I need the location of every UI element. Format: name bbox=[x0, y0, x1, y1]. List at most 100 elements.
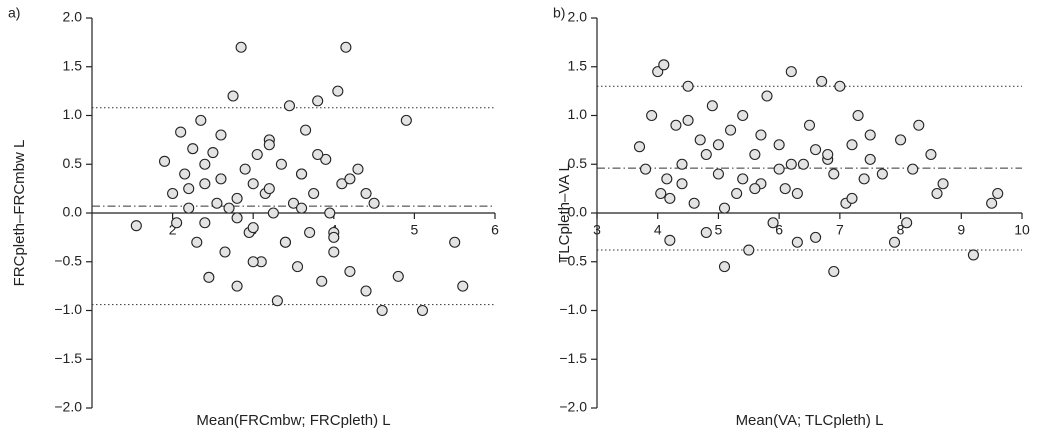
point bbox=[767, 217, 779, 229]
panel-label: a) bbox=[8, 5, 20, 21]
point bbox=[852, 109, 864, 122]
point bbox=[328, 231, 340, 243]
point bbox=[304, 226, 316, 239]
point bbox=[416, 304, 429, 317]
point bbox=[227, 90, 239, 102]
point bbox=[737, 173, 749, 185]
point bbox=[340, 41, 352, 53]
point bbox=[320, 153, 332, 165]
point bbox=[937, 178, 949, 190]
point bbox=[352, 163, 364, 175]
point bbox=[725, 124, 737, 136]
point bbox=[195, 114, 207, 126]
point bbox=[913, 119, 925, 131]
point bbox=[791, 236, 803, 248]
point bbox=[392, 270, 404, 282]
y-tick-label: 0.0 bbox=[568, 204, 588, 220]
point bbox=[967, 249, 979, 261]
point bbox=[296, 202, 308, 214]
point bbox=[223, 202, 235, 214]
point bbox=[773, 139, 785, 151]
point bbox=[179, 168, 191, 180]
point bbox=[231, 212, 243, 224]
point bbox=[828, 168, 840, 180]
x-tick-label: 3 bbox=[593, 222, 601, 238]
point bbox=[688, 197, 700, 209]
point bbox=[457, 280, 469, 292]
point bbox=[670, 119, 682, 131]
y-tick-label: 2.0 bbox=[568, 9, 588, 25]
point bbox=[791, 187, 803, 200]
point bbox=[700, 226, 712, 239]
y-tick-label: −2.0 bbox=[54, 399, 82, 415]
point bbox=[712, 139, 724, 151]
x-axis-label: Mean(VA; TLCpleth) L bbox=[736, 412, 884, 429]
point bbox=[749, 183, 761, 195]
point bbox=[239, 163, 251, 175]
point bbox=[655, 187, 667, 200]
point bbox=[312, 148, 324, 161]
point bbox=[263, 139, 275, 151]
x-tick-label: 4 bbox=[654, 222, 662, 238]
y-axis-label: TLCpleth–VA L bbox=[556, 163, 573, 263]
y-tick-label: 2.0 bbox=[63, 9, 83, 25]
point bbox=[344, 173, 356, 185]
point bbox=[287, 197, 300, 209]
point bbox=[876, 168, 888, 180]
point bbox=[652, 66, 664, 78]
point bbox=[247, 222, 259, 234]
point bbox=[785, 158, 797, 170]
point bbox=[633, 141, 646, 153]
panel-label: b) bbox=[553, 5, 565, 21]
point bbox=[211, 197, 223, 209]
point bbox=[219, 246, 231, 258]
point bbox=[324, 207, 336, 219]
point bbox=[308, 187, 320, 200]
point bbox=[332, 85, 344, 97]
point bbox=[199, 178, 211, 190]
point bbox=[279, 236, 291, 248]
point bbox=[231, 280, 243, 292]
y-tick-label: 0.5 bbox=[568, 155, 588, 171]
x-tick-label: 6 bbox=[491, 222, 499, 238]
point bbox=[864, 153, 876, 165]
point bbox=[718, 202, 731, 214]
x-tick-label: 6 bbox=[775, 222, 783, 238]
y-tick-label: −2.0 bbox=[559, 399, 587, 415]
point bbox=[773, 163, 785, 175]
y-tick-label: 0.0 bbox=[63, 204, 83, 220]
point bbox=[449, 236, 461, 248]
point bbox=[215, 129, 227, 141]
point bbox=[901, 217, 913, 229]
point bbox=[731, 187, 743, 200]
point bbox=[183, 183, 195, 195]
point bbox=[700, 148, 712, 161]
point bbox=[816, 75, 828, 87]
y-tick-label: −0.5 bbox=[54, 252, 82, 268]
y-axis-label: FRCpleth–FRCmbw L bbox=[11, 140, 28, 287]
point bbox=[706, 100, 718, 112]
point bbox=[328, 246, 340, 258]
point bbox=[810, 144, 822, 156]
point bbox=[300, 124, 312, 136]
point bbox=[661, 173, 673, 185]
y-tick-label: 1.0 bbox=[63, 106, 83, 122]
y-tick-label: −1.5 bbox=[54, 350, 82, 366]
point bbox=[682, 80, 694, 92]
point bbox=[779, 183, 791, 195]
point bbox=[822, 148, 834, 161]
y-tick-label: 1.5 bbox=[568, 57, 588, 73]
point bbox=[291, 261, 304, 273]
point bbox=[640, 163, 652, 175]
point bbox=[712, 168, 724, 180]
point bbox=[858, 173, 870, 185]
point bbox=[130, 220, 142, 232]
point bbox=[376, 304, 388, 317]
x-axis-label: Mean(FRCmbw; FRCpleth) L bbox=[196, 412, 390, 429]
point bbox=[336, 178, 348, 190]
point bbox=[275, 158, 287, 170]
point bbox=[247, 178, 259, 190]
point bbox=[231, 192, 243, 204]
point bbox=[271, 295, 283, 307]
point bbox=[682, 114, 694, 126]
